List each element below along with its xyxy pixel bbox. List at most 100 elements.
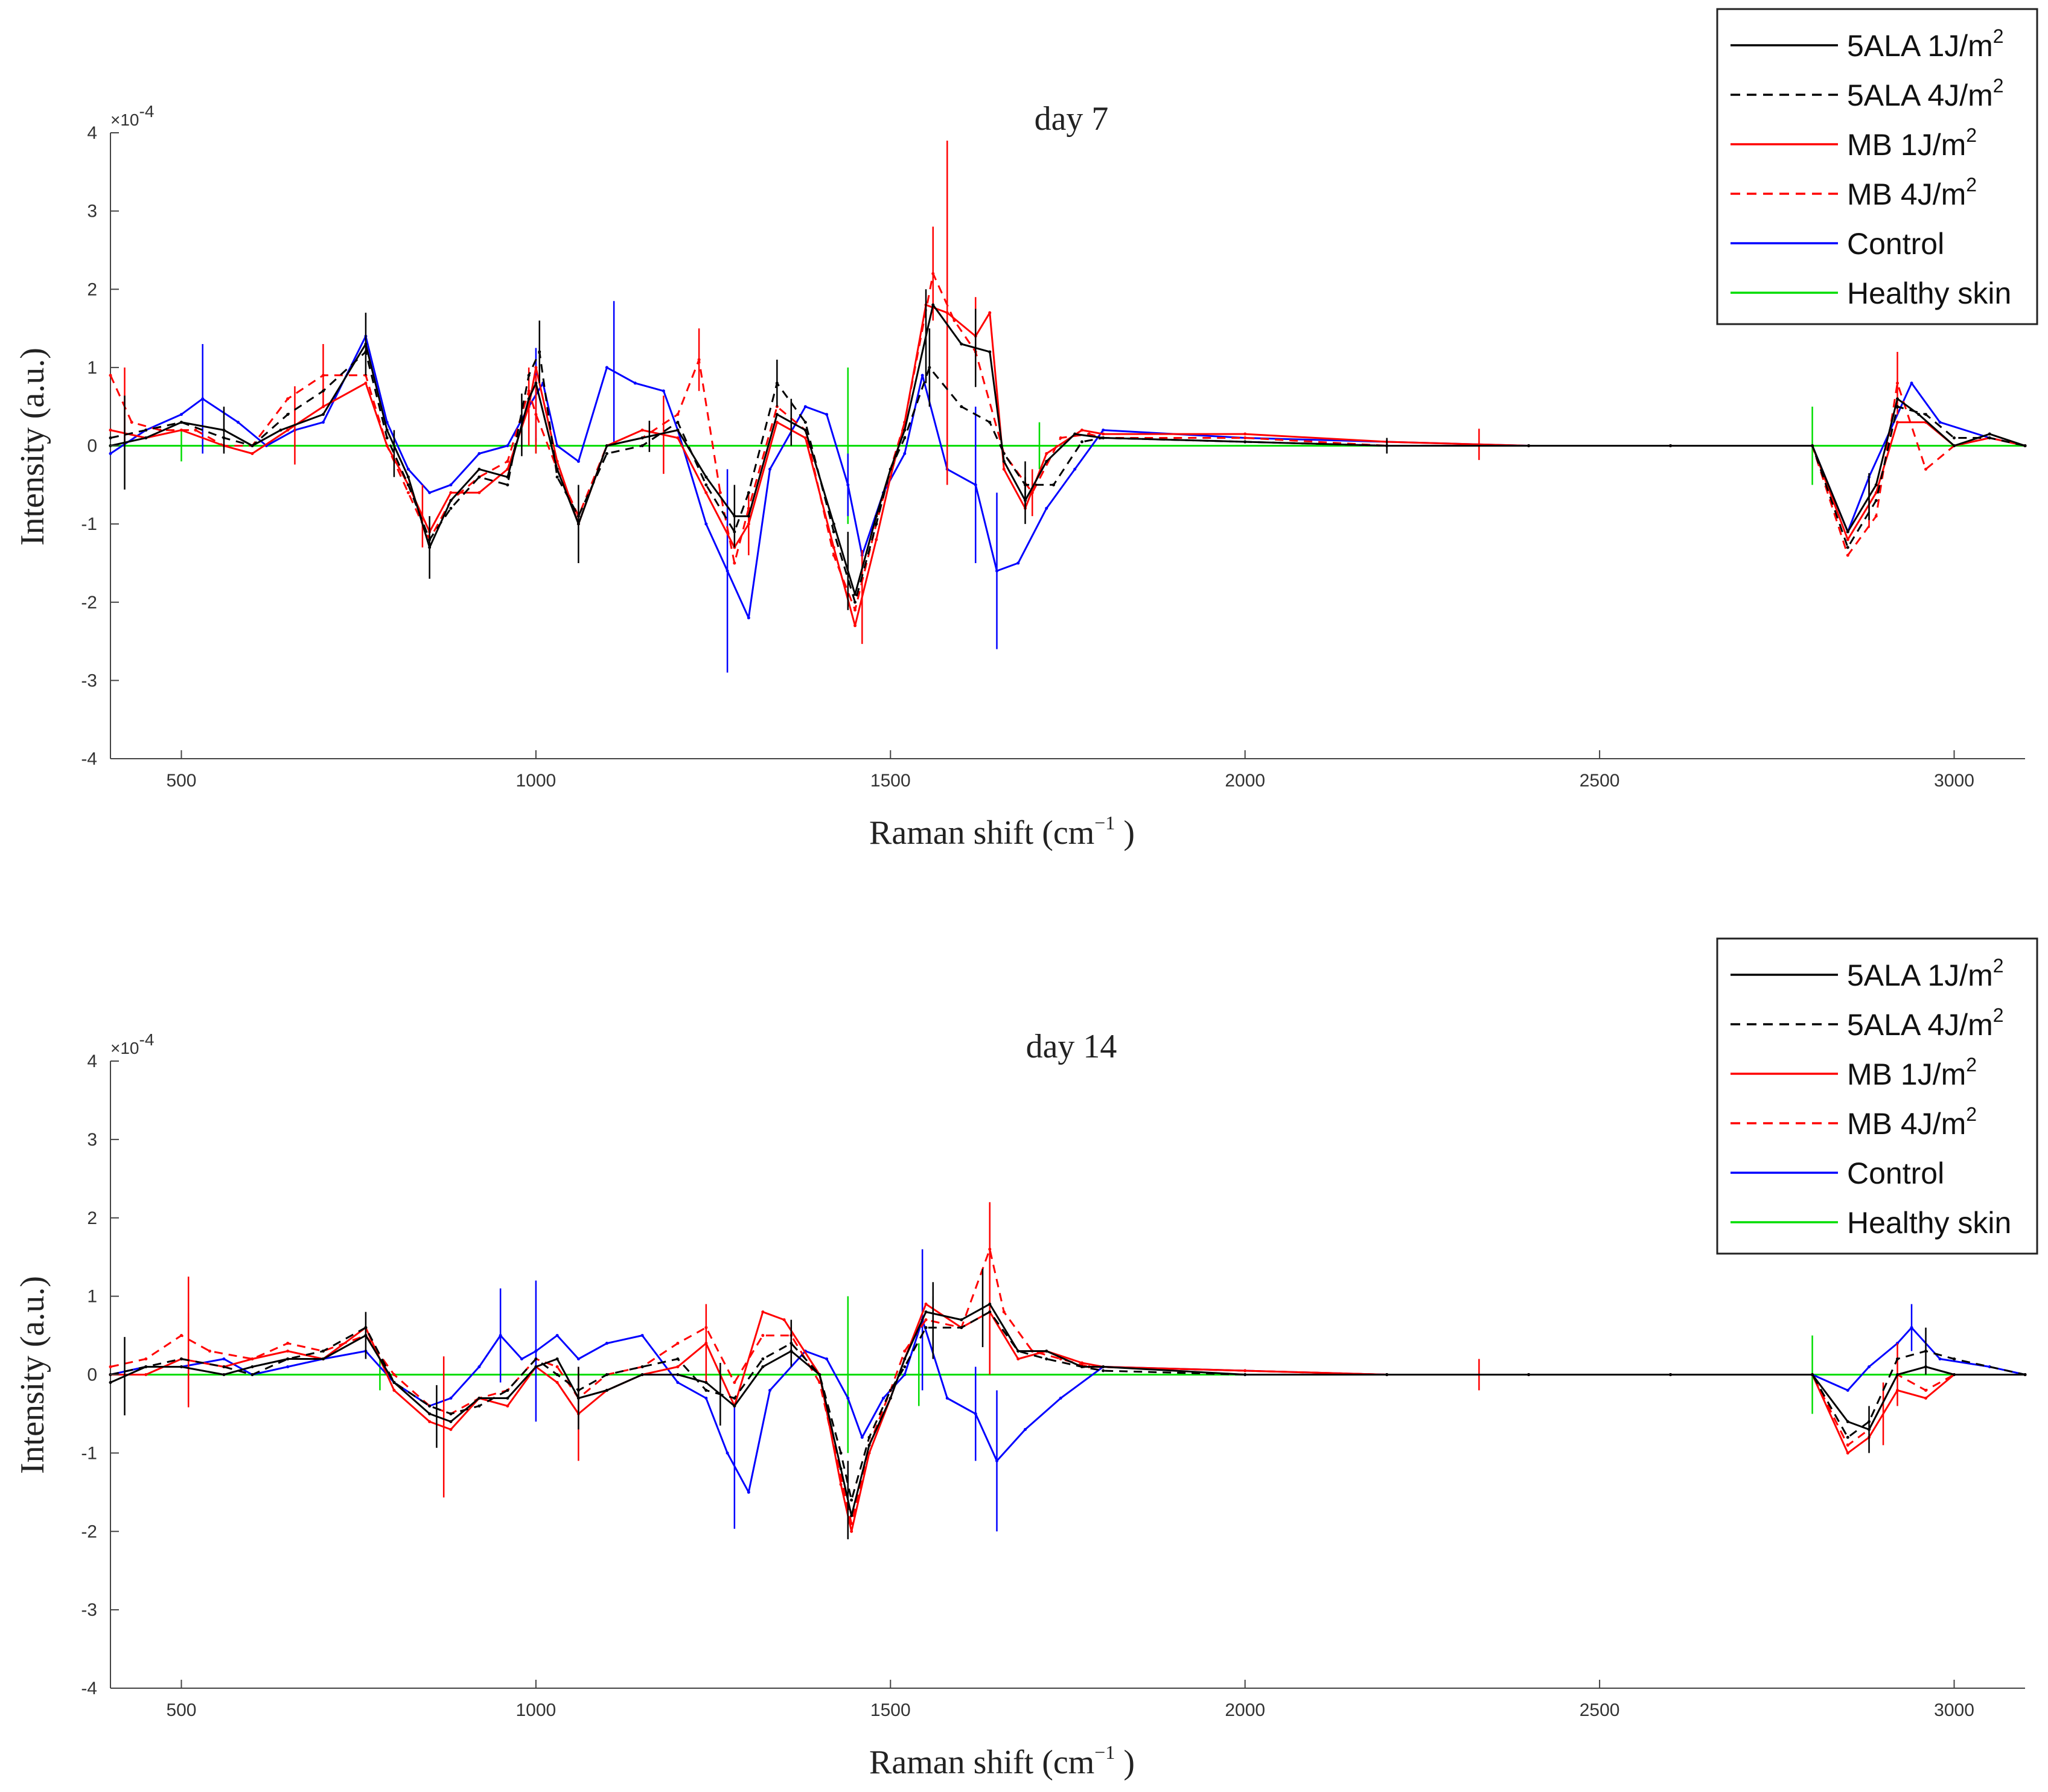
data-point	[726, 1451, 729, 1455]
y-exponent-label: ×10-4	[110, 102, 154, 129]
data-point	[321, 389, 325, 393]
data-point	[506, 1404, 509, 1408]
legend-box	[1716, 8, 2038, 325]
data-point	[846, 483, 850, 486]
data-point	[534, 1365, 538, 1369]
data-point	[428, 1412, 432, 1415]
data-point	[747, 522, 750, 526]
data-point	[321, 374, 325, 377]
data-point	[1846, 546, 1849, 549]
data-point	[761, 1357, 765, 1361]
data-point	[527, 405, 531, 409]
y-exponent-label: ×10-4	[110, 1030, 154, 1057]
data-point	[1102, 1369, 1105, 1373]
data-point	[1874, 483, 1878, 486]
data-point	[1874, 499, 1878, 502]
series-group	[109, 140, 2027, 673]
data-point	[428, 546, 432, 549]
y-tick-label: -3	[81, 671, 97, 690]
x-tick-label: 1500	[870, 771, 911, 791]
data-point	[853, 608, 857, 612]
data-point	[477, 1365, 481, 1369]
data-point	[286, 1350, 290, 1353]
data-point	[1988, 432, 1991, 436]
data-point	[144, 1357, 148, 1361]
data-point	[1016, 1350, 1020, 1353]
data-point	[527, 397, 531, 401]
data-point	[1669, 444, 1673, 447]
data-point	[704, 1396, 708, 1400]
data-point	[605, 444, 608, 447]
data-point	[825, 1357, 829, 1361]
y-tick-label: -1	[81, 514, 97, 534]
data-point	[321, 421, 325, 424]
data-point	[775, 381, 779, 385]
data-point	[928, 366, 931, 369]
data-point	[506, 459, 509, 463]
series-line	[110, 1303, 2025, 1532]
data-point	[676, 1342, 680, 1345]
data-point	[676, 1380, 680, 1384]
data-point	[846, 1396, 850, 1400]
legend-label: Healthy skin	[1847, 276, 2011, 310]
data-point	[676, 429, 680, 432]
legend-label: MB 4J/m2	[1847, 1103, 1977, 1141]
data-point	[506, 467, 509, 471]
data-point	[1073, 467, 1077, 471]
data-point	[520, 1357, 523, 1361]
data-point	[1896, 1388, 1900, 1392]
y-tick-label: -2	[81, 593, 97, 613]
data-point	[640, 444, 644, 447]
data-point	[761, 1310, 765, 1314]
data-point	[704, 1380, 708, 1384]
y-tick-label: 1	[87, 1287, 97, 1307]
data-point	[321, 1357, 325, 1361]
data-point	[392, 1388, 396, 1392]
data-point	[208, 1350, 211, 1353]
data-point	[555, 1357, 559, 1361]
data-point	[960, 405, 963, 409]
data-point	[555, 475, 559, 479]
data-point	[733, 561, 736, 565]
data-point	[733, 514, 736, 518]
data-point	[853, 601, 857, 604]
data-point	[385, 421, 389, 424]
y-ticks: -4 -3 -2 -1 0 1 2 3 4	[81, 123, 119, 769]
x-tick-label: 2500	[1580, 771, 1620, 791]
legend-label: Healthy skin	[1847, 1206, 2011, 1240]
data-point	[920, 374, 924, 377]
data-point	[903, 1373, 907, 1376]
y-tick-label: -4	[81, 749, 97, 769]
data-point	[924, 1303, 928, 1306]
data-point	[1669, 1373, 1673, 1376]
data-point	[676, 1357, 680, 1361]
data-point	[888, 1396, 892, 1400]
data-point	[385, 436, 389, 440]
data-point	[1052, 483, 1056, 486]
data-point	[875, 522, 878, 526]
data-point	[1080, 1365, 1083, 1369]
legend-label: MB 1J/m2	[1847, 124, 1977, 162]
x-tick-label: 1000	[516, 771, 557, 791]
data-point	[534, 1350, 538, 1353]
x-tick-label: 2000	[1225, 771, 1265, 791]
data-point	[704, 1342, 708, 1345]
data-point	[1953, 1373, 1956, 1376]
data-point	[1385, 444, 1389, 447]
legend-entries: 5ALA 1J/m2 5ALA 4J/m2 MB 1J/m2 MB 4J/m2 Cont…	[1731, 955, 2011, 1240]
data-point	[406, 475, 410, 479]
legend-label: Control	[1847, 227, 1944, 261]
data-point	[1896, 1373, 1900, 1376]
data-point	[867, 1451, 871, 1455]
data-point	[1045, 506, 1048, 510]
data-point	[888, 475, 892, 479]
data-point	[109, 374, 112, 377]
data-point	[449, 1396, 453, 1400]
data-point	[839, 1482, 843, 1486]
x-ticks: 500 1000 1500 2000 2500 3000	[166, 750, 1974, 791]
series-5ala-1j-m2	[109, 289, 2027, 610]
data-point	[903, 1357, 907, 1361]
data-point	[1988, 436, 1991, 440]
data-point	[1243, 1369, 1247, 1373]
series-line	[110, 304, 2026, 596]
